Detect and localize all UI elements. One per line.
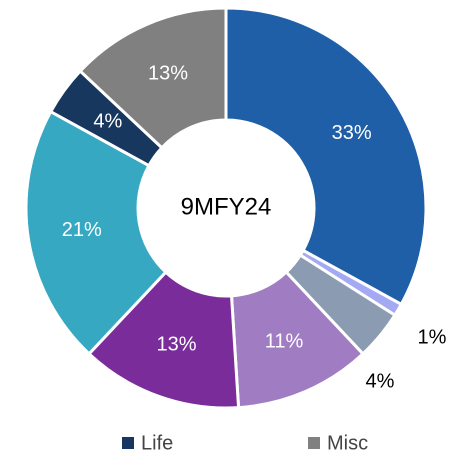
legend-label: Life	[141, 432, 173, 454]
legend-swatch	[308, 437, 320, 449]
donut-segment	[224, 6, 428, 307]
data-label: 21%	[62, 219, 102, 241]
data-label: 13%	[157, 334, 197, 356]
legend-swatch	[122, 437, 134, 449]
data-label: 1%	[418, 326, 447, 348]
center-text: 9MFY24	[181, 193, 272, 220]
donut-segment	[78, 6, 228, 150]
data-label: 33%	[332, 122, 372, 144]
data-label: 11%	[265, 330, 304, 352]
data-label: 4%	[366, 370, 395, 392]
data-label: 4%	[93, 110, 122, 132]
legend-label: Misc	[327, 432, 368, 454]
donut-segment	[24, 109, 168, 356]
data-label: 13%	[148, 62, 188, 84]
